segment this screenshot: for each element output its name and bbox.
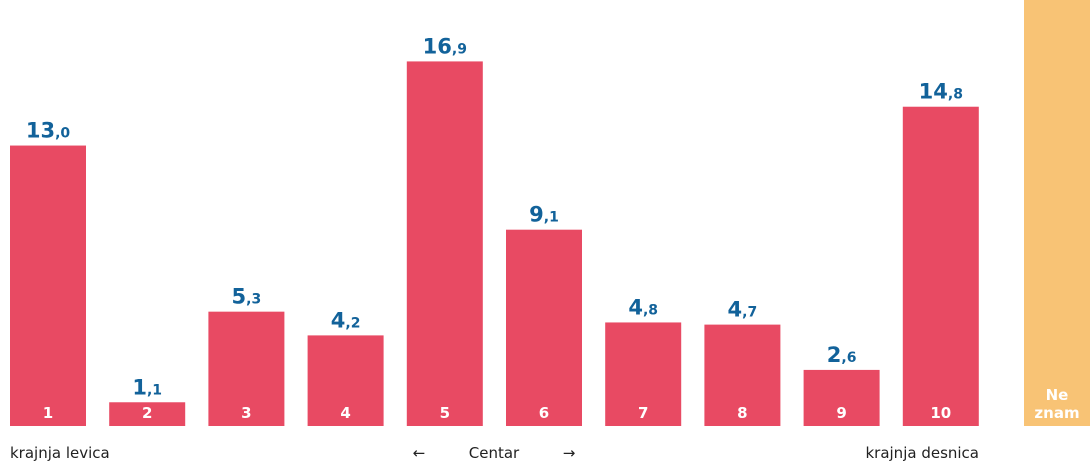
bar-5 <box>406 61 483 426</box>
bar-7 <box>605 322 682 426</box>
category-label-6: 6 <box>539 404 549 422</box>
value-label-1: 13,0 <box>26 119 71 143</box>
category-label-5: 5 <box>440 404 450 422</box>
category-label-1: 1 <box>43 404 53 422</box>
value-label-6: 9,1 <box>529 203 559 227</box>
bar-4 <box>307 335 384 426</box>
value-label-2: 1,1 <box>132 375 162 399</box>
value-label-3: 5,3 <box>232 285 262 309</box>
value-label-8: 4,7 <box>728 298 758 322</box>
axis-arrow-left: ← <box>413 444 426 461</box>
bar-9 <box>803 369 880 426</box>
bar-2 <box>109 402 186 426</box>
bar-11 <box>1024 0 1090 427</box>
bar-1 <box>10 145 86 426</box>
category-label-8: 8 <box>737 404 747 422</box>
value-label-9: 2,6 <box>827 343 857 367</box>
category-label-3: 3 <box>241 404 251 422</box>
bar-3 <box>208 311 285 426</box>
value-labels-group: 13,01,15,34,216,99,14,84,72,614,819,9 <box>26 34 963 399</box>
category-label-11: Ne znam <box>1034 386 1079 422</box>
axis-label-right: krajnja desnica <box>865 444 979 461</box>
category-label-9: 9 <box>836 404 846 422</box>
axis-label-center: Centar <box>469 444 520 461</box>
bar-8 <box>704 324 781 426</box>
category-label-2: 2 <box>142 404 152 422</box>
axis-label-left: krajnja levica <box>10 444 110 461</box>
category-labels-group: 1 2 3 4 5 6 7 8 9 10 Ne znam <box>43 386 1080 422</box>
bar-10 <box>902 106 979 426</box>
value-label-5: 16,9 <box>423 34 467 58</box>
value-label-4: 4,2 <box>331 308 361 332</box>
value-label-7: 4,8 <box>628 295 658 319</box>
bar-6 <box>506 229 582 426</box>
value-label-10: 14,8 <box>919 80 963 104</box>
category-label-4: 4 <box>340 404 350 422</box>
category-label-10: 10 <box>930 404 951 422</box>
category-label-7: 7 <box>638 404 648 422</box>
axis-arrow-right: → <box>563 444 576 461</box>
bars-group <box>10 0 1090 427</box>
